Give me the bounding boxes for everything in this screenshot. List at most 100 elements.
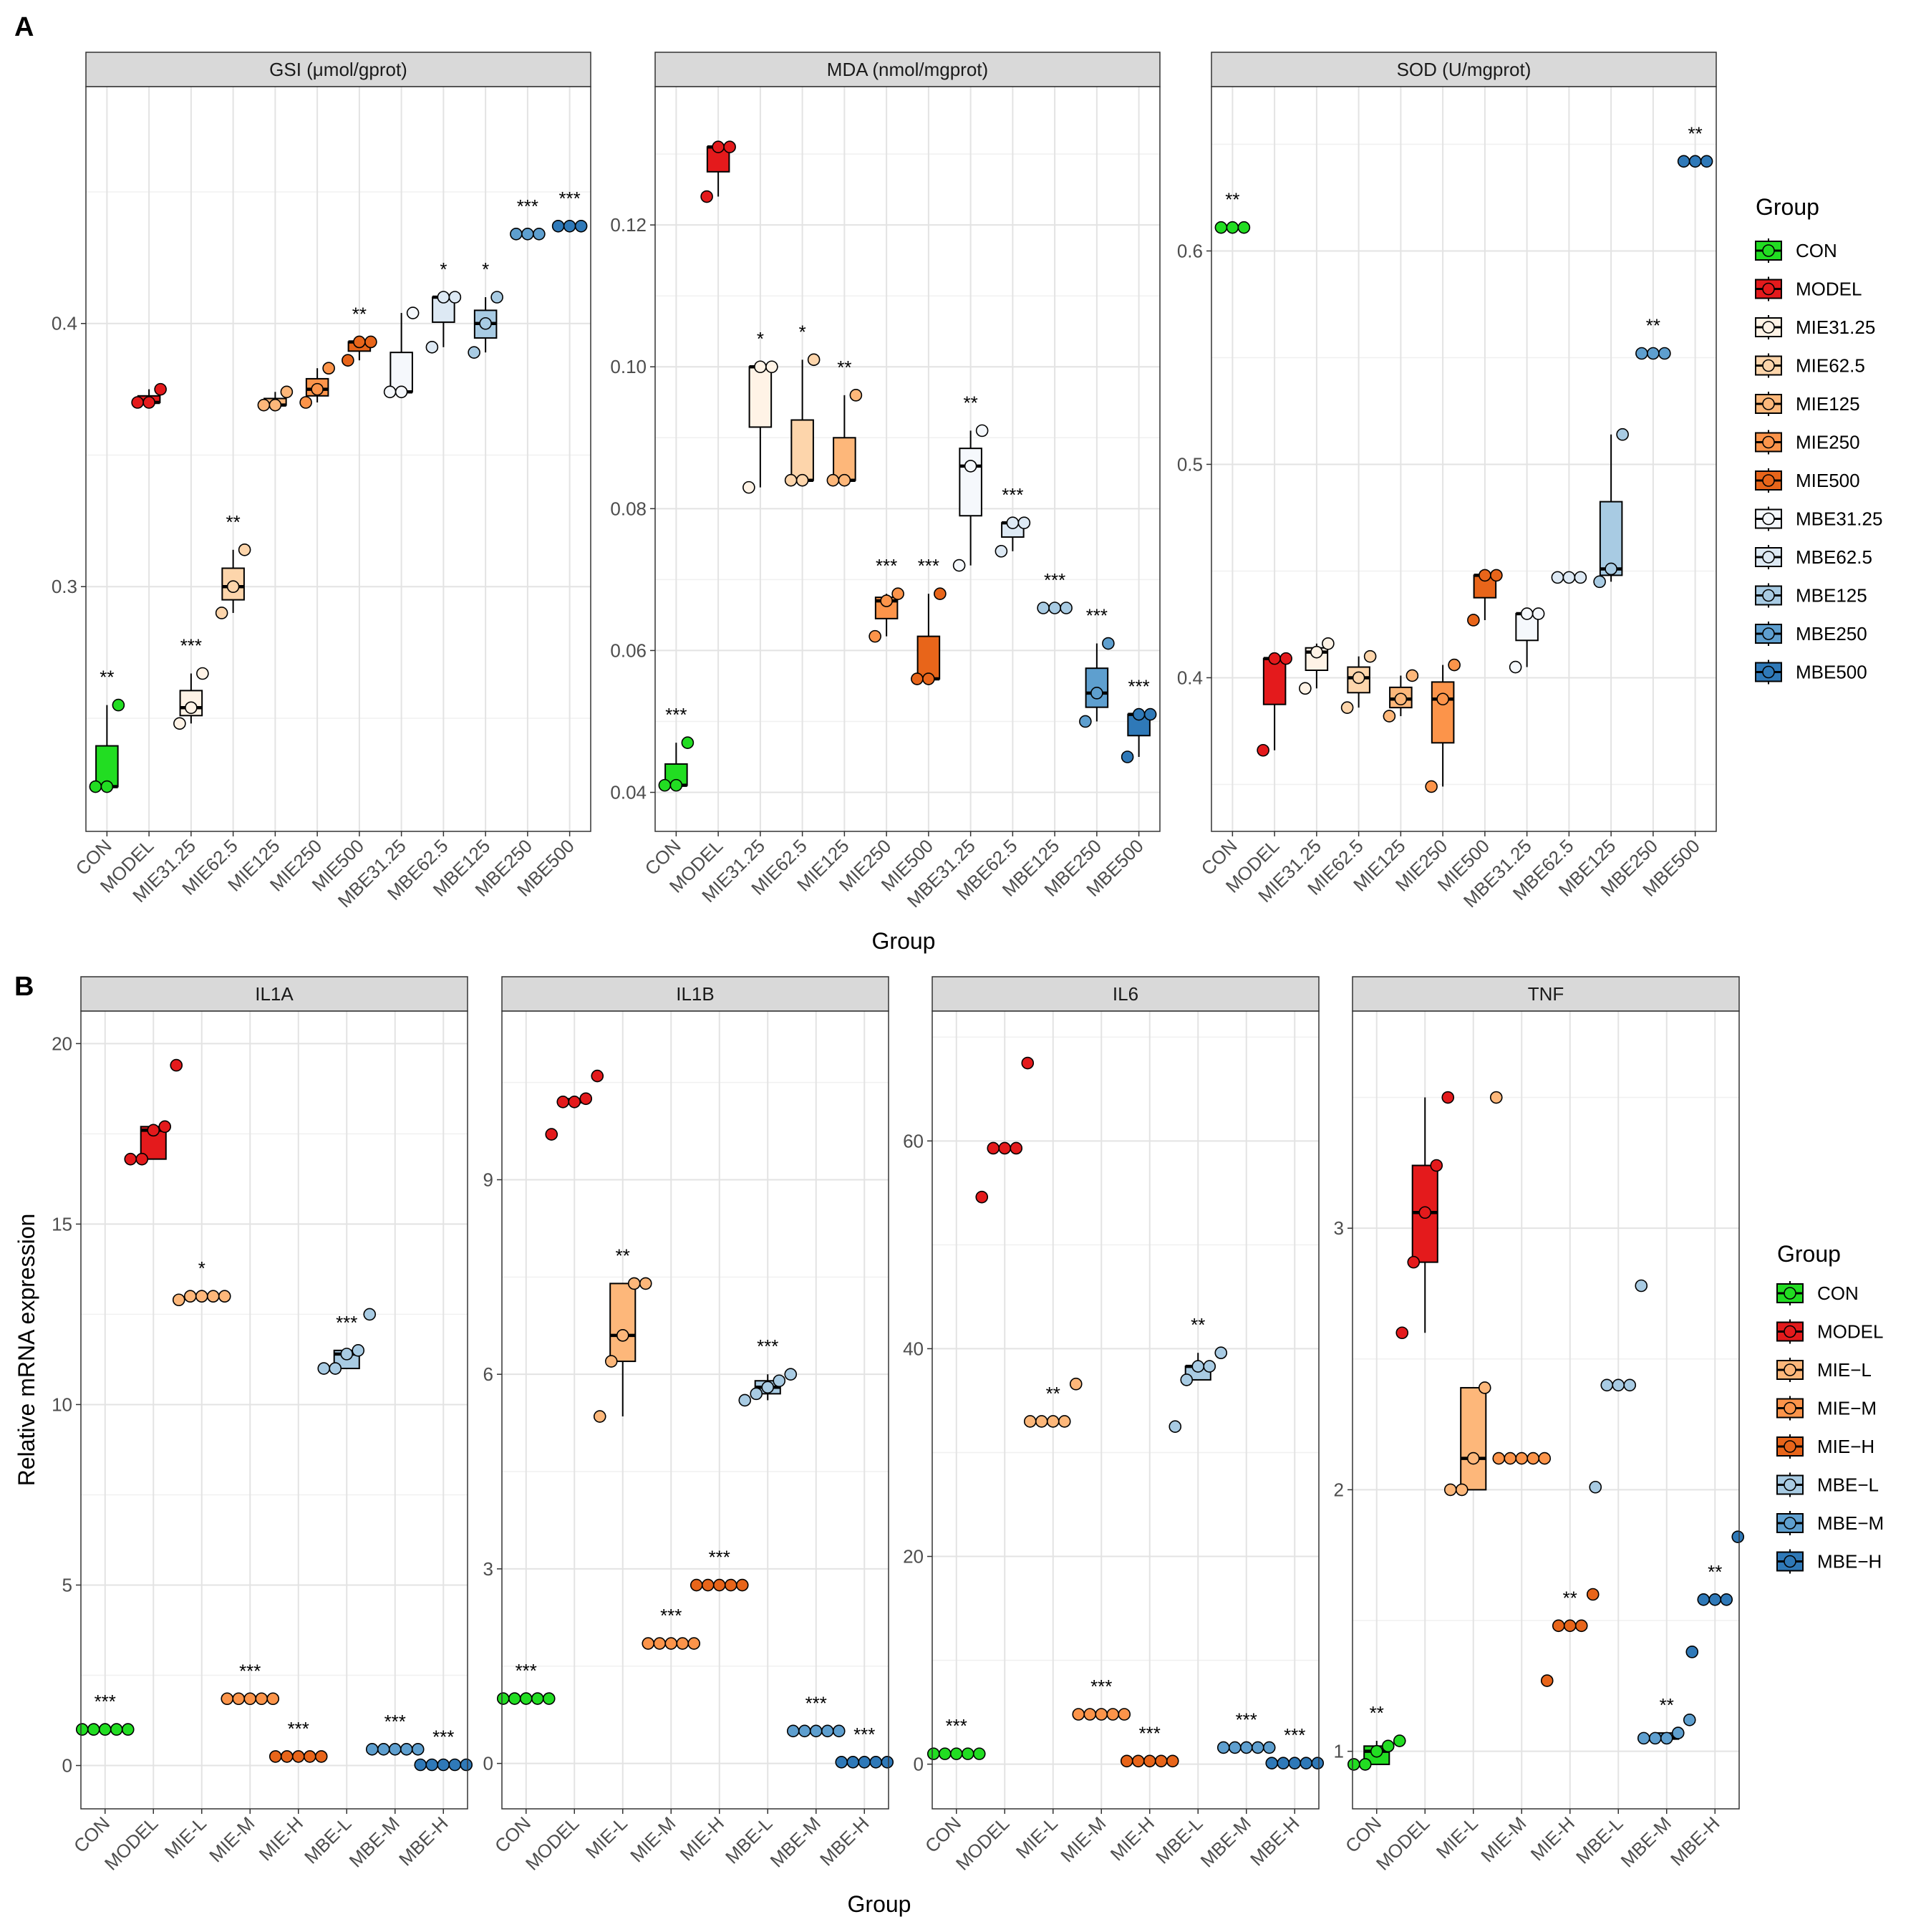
facet-strip — [932, 976, 1320, 1012]
data-point-mie-h — [1563, 1619, 1577, 1633]
data-point-mbe125 — [1616, 428, 1629, 441]
significance-label-mie62-5: ** — [226, 511, 241, 533]
data-point-mie-m — [687, 1637, 701, 1650]
data-point-model — [712, 140, 725, 153]
data-point-mie-m — [1106, 1708, 1120, 1721]
data-point-con — [508, 1692, 521, 1705]
legend-label-mbe31-25: MBE31.25 — [1796, 508, 1882, 530]
facet-strip — [85, 52, 591, 87]
data-point-con — [949, 1747, 963, 1760]
data-point-mie62-5 — [1340, 701, 1354, 714]
data-point-con — [926, 1747, 940, 1760]
data-point-model — [568, 1095, 581, 1109]
data-point-model — [1268, 652, 1281, 665]
data-point-con — [961, 1747, 974, 1760]
data-point-model — [1418, 1206, 1432, 1219]
box-mie125 — [833, 437, 856, 481]
data-point-mbe31-25 — [395, 385, 408, 399]
data-point-mie-h — [314, 1750, 328, 1763]
data-point-mbe250 — [1079, 715, 1092, 728]
data-point-mie-l — [1489, 1091, 1503, 1104]
data-point-mie-l — [195, 1290, 208, 1303]
significance-label-mbe500: *** — [558, 188, 580, 209]
legend-a-title: Group — [1756, 194, 1819, 220]
facet-mda: MDA (nmol/mgprot)0.040.060.080.100.12***… — [610, 52, 1161, 912]
data-point-mie-l — [1069, 1377, 1083, 1391]
legend-label-mbe62-5: MBE62.5 — [1796, 546, 1872, 568]
data-point-mie500 — [1479, 569, 1491, 582]
data-point-model — [158, 1120, 172, 1134]
facet-il1a: IL1A05101520***CONMODEL*MIE-L***MIE-M***… — [52, 976, 473, 1875]
data-point-mbe-m — [377, 1743, 390, 1756]
data-point-mie500 — [1490, 569, 1503, 582]
data-point-con — [1393, 1734, 1406, 1747]
significance-label-mie-m: *** — [239, 1660, 261, 1681]
panel-b-x-axis-title: Group — [848, 1891, 911, 1917]
legend-label-model: MODEL — [1817, 1321, 1883, 1343]
data-point-mie500 — [934, 587, 947, 600]
panel-border — [1211, 86, 1717, 832]
panel-border — [501, 1010, 889, 1810]
data-point-mie-m — [243, 1692, 257, 1706]
data-point-mbe31-25 — [975, 424, 989, 438]
plot-area — [86, 87, 591, 831]
data-point-mbe-h — [460, 1758, 473, 1772]
panel-b-letter: B — [14, 972, 34, 1002]
data-point-mbe-l — [750, 1387, 763, 1401]
data-point-mbe31-25 — [1509, 660, 1522, 674]
data-point-mie-h — [1166, 1754, 1179, 1768]
data-point-mie125 — [268, 398, 282, 412]
data-point-mbe-h — [881, 1755, 894, 1769]
significance-label-mbe62-5: * — [440, 259, 447, 280]
data-point-mie125 — [257, 398, 271, 412]
legend-key-point-mbe31-25 — [1762, 512, 1775, 526]
data-point-mie-h — [303, 1750, 316, 1763]
significance-label-mbe-l: *** — [336, 1312, 357, 1333]
data-point-mbe-m — [821, 1724, 834, 1738]
data-point-mie-l — [1455, 1483, 1469, 1497]
significance-label-mbe-m: *** — [805, 1692, 827, 1714]
data-point-mie31-25 — [742, 480, 755, 494]
data-point-mie-h — [1574, 1619, 1588, 1633]
y-tick-label: 15 — [52, 1213, 72, 1235]
data-point-mbe62-5 — [1562, 571, 1576, 584]
data-point-mie125 — [280, 385, 294, 399]
data-point-mbe-h — [846, 1755, 860, 1769]
data-point-con — [121, 1723, 135, 1736]
data-point-mie250 — [869, 629, 881, 643]
y-tick-label: 0.4 — [52, 313, 77, 334]
legend-label-con: CON — [1796, 240, 1837, 261]
data-point-mbe62-5 — [1006, 516, 1020, 529]
data-point-mbe-m — [832, 1724, 846, 1738]
data-point-mie-l — [206, 1290, 220, 1303]
significance-label-mbe125: * — [482, 259, 489, 280]
data-point-mie250 — [299, 396, 312, 409]
legend-label-mbe-m: MBE−M — [1817, 1512, 1884, 1534]
data-point-model — [154, 382, 167, 396]
data-point-mie62-5 — [1363, 649, 1377, 663]
data-point-model — [170, 1058, 183, 1072]
data-point-mie500 — [922, 672, 935, 685]
data-point-con — [496, 1692, 510, 1705]
y-tick-label: 0.6 — [1177, 240, 1203, 261]
facet-strip — [1352, 976, 1740, 1012]
data-point-mie-m — [664, 1637, 678, 1650]
significance-label-mie-h: ** — [1563, 1587, 1577, 1608]
significance-label-mie500: *** — [918, 555, 939, 576]
data-point-mbe-l — [773, 1374, 786, 1388]
data-point-mie31-25 — [754, 360, 767, 374]
data-point-mbe-h — [1288, 1757, 1302, 1769]
significance-label-mie-h: *** — [709, 1547, 730, 1568]
data-point-mbe-m — [411, 1743, 425, 1756]
data-point-mbe250 — [1635, 347, 1648, 360]
facet-strip-title: IL1A — [255, 983, 294, 1005]
significance-label-mbe-l: ** — [1191, 1314, 1205, 1336]
data-point-mbe-l — [1169, 1420, 1182, 1434]
legend-label-mie-m: MIE−M — [1817, 1398, 1877, 1419]
legend-key-point-mie500 — [1762, 474, 1775, 487]
data-point-mie-l — [172, 1293, 185, 1307]
data-point-mie-m — [255, 1692, 268, 1706]
legend-key-point-mbe125 — [1762, 589, 1775, 602]
data-point-mie250 — [1436, 692, 1449, 706]
data-point-mie-l — [1023, 1415, 1037, 1428]
